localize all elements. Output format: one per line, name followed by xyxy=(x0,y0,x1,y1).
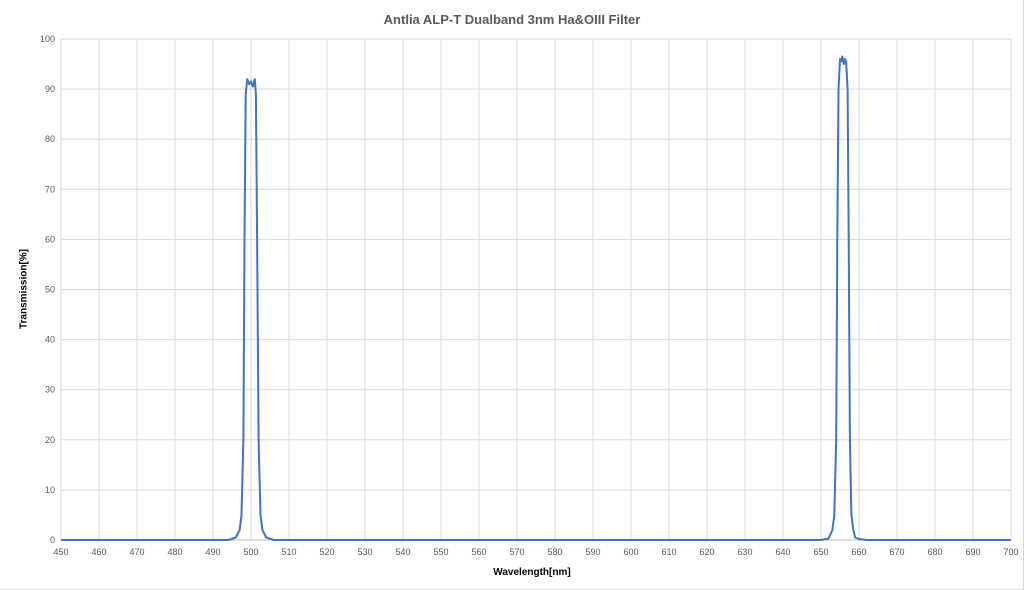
y-tick-label: 50 xyxy=(45,285,55,295)
x-axis-label: Wavelength[nm] xyxy=(493,567,571,578)
x-tick-label: 530 xyxy=(357,547,372,557)
y-tick-label: 60 xyxy=(45,234,55,244)
y-tick-label: 20 xyxy=(45,435,55,445)
x-tick-label: 580 xyxy=(547,547,562,557)
chart-title: Antlia ALP-T Dualband 3nm Ha&OIII Filter xyxy=(383,12,641,27)
y-tick-label: 100 xyxy=(40,34,55,44)
x-tick-label: 690 xyxy=(965,547,980,557)
x-tick-label: 670 xyxy=(889,547,904,557)
x-tick-label: 700 xyxy=(1003,547,1018,557)
y-tick-label: 10 xyxy=(45,485,55,495)
y-tick-label: 90 xyxy=(45,84,55,94)
x-tick-label: 470 xyxy=(129,547,144,557)
x-tick-label: 610 xyxy=(661,547,676,557)
x-tick-label: 680 xyxy=(927,547,942,557)
x-tick-label: 620 xyxy=(699,547,714,557)
x-tick-label: 500 xyxy=(243,547,258,557)
x-tick-label: 550 xyxy=(433,547,448,557)
series-line xyxy=(61,55,1011,541)
x-tick-label: 520 xyxy=(319,547,334,557)
x-tick-label: 660 xyxy=(851,547,866,557)
x-tick-label: 640 xyxy=(775,547,790,557)
x-tick-label: 600 xyxy=(623,547,638,557)
x-tick-label: 630 xyxy=(737,547,752,557)
x-tick-label: 590 xyxy=(585,547,600,557)
x-tick-label: 540 xyxy=(395,547,410,557)
x-tick-label: 490 xyxy=(205,547,220,557)
y-tick-label: 30 xyxy=(45,385,55,395)
x-tick-label: 570 xyxy=(509,547,524,557)
x-tick-label: 460 xyxy=(91,547,106,557)
x-tick-label: 450 xyxy=(53,547,68,557)
x-tick-label: 480 xyxy=(167,547,182,557)
y-tick-label: 40 xyxy=(45,335,55,345)
x-tick-label: 560 xyxy=(471,547,486,557)
y-tick-label: 0 xyxy=(50,535,55,545)
x-tick-label: 650 xyxy=(813,547,828,557)
y-tick-label: 70 xyxy=(45,184,55,194)
x-tick-label: 510 xyxy=(281,547,296,557)
y-tick-label: 80 xyxy=(45,134,55,144)
